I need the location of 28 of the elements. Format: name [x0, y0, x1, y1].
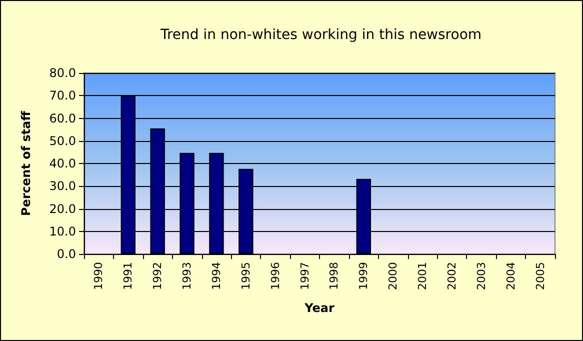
y-tick-label: 20.0	[49, 202, 76, 216]
y-tick-label: 80.0	[49, 66, 76, 80]
x-tick-label: 1990	[92, 262, 106, 290]
x-tick-label: 1999	[357, 262, 370, 290]
y-tick-label: 30.0	[49, 179, 76, 194]
x-tick-label: 2002	[445, 262, 458, 290]
chart-title: Trend in non-whites working in this newsroom	[159, 27, 482, 43]
y-tick-label: 60.0	[49, 111, 76, 126]
x-tick-label: 1994	[210, 262, 223, 290]
y-tick-label: 10.0	[49, 224, 76, 238]
x-tick-label: 2000	[386, 262, 400, 290]
x-tick-label: 1996	[268, 262, 282, 290]
x-tick-label: 1995	[239, 262, 252, 290]
y-tick-label: 40.0	[49, 156, 76, 170]
x-tick-label: 1992	[151, 262, 164, 290]
x-tick-label: 2001	[416, 262, 430, 290]
y-axis-title: Percent of staff	[19, 110, 33, 216]
x-axis-title: Year	[304, 301, 334, 315]
x-tick-label: 2003	[474, 262, 488, 290]
y-tick-label: 0.0	[56, 247, 76, 261]
x-tick-label: 1991	[122, 262, 135, 290]
x-tick-label: 1998	[328, 262, 341, 290]
y-tick-label: 70.0	[49, 88, 76, 103]
x-tick-label: 1993	[180, 262, 194, 290]
y-tick-label: 50.0	[49, 134, 76, 148]
x-tick-label: 2005	[534, 262, 547, 290]
x-tick-label: 2004	[504, 262, 518, 290]
x-tick-label: 1997	[298, 262, 312, 290]
